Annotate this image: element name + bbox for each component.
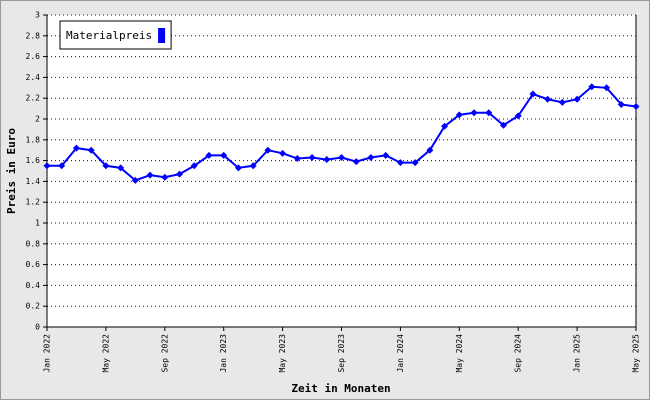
y-tick-label: 0 [35, 323, 40, 332]
marker [308, 153, 316, 161]
marker [367, 153, 375, 161]
x-tick-label: May 2025 [632, 334, 641, 373]
marker [279, 149, 287, 157]
marker [558, 98, 566, 106]
y-tick-label: 3 [35, 11, 40, 20]
marker [632, 103, 640, 111]
marker [58, 162, 66, 170]
marker [190, 162, 198, 170]
marker [485, 109, 493, 117]
marker [603, 84, 611, 92]
marker [441, 122, 449, 130]
y-tick-label: 1.6 [26, 156, 41, 165]
legend-box [59, 20, 172, 50]
y-tick-label: 1.2 [26, 198, 41, 207]
marker [514, 112, 522, 120]
marker [176, 170, 184, 178]
marker [146, 171, 154, 179]
x-tick-label: Jan 2023 [219, 334, 228, 373]
y-tick-label: 1.8 [26, 135, 41, 144]
marker [102, 162, 110, 170]
marker [205, 151, 213, 159]
marker [588, 83, 596, 91]
y-tick-label: 2.6 [26, 52, 41, 61]
marker [249, 162, 257, 170]
legend-label: Materialpreis [66, 29, 152, 42]
marker [161, 173, 169, 181]
x-tick-label: May 2023 [278, 334, 287, 373]
marker [131, 176, 139, 184]
marker [544, 95, 552, 103]
y-tick-label: 2.8 [26, 31, 41, 40]
marker [234, 164, 242, 172]
y-tick-label: 2 [35, 115, 40, 124]
marker [396, 159, 404, 167]
marker [352, 158, 360, 166]
marker [72, 144, 80, 152]
x-tick-label: Sep 2022 [160, 334, 169, 373]
marker [220, 151, 228, 159]
y-tick-label: 0.8 [26, 239, 41, 248]
y-tick-label: 0.6 [26, 260, 41, 269]
y-tick-label: 1.4 [26, 177, 41, 186]
plot-area [47, 15, 636, 327]
marker [499, 121, 507, 129]
marker [338, 153, 345, 161]
y-tick-label: 1 [35, 219, 40, 228]
marker [573, 95, 581, 103]
x-tick-label: Sep 2023 [337, 334, 346, 373]
marker [43, 162, 51, 170]
x-tick-label: Sep 2024 [514, 334, 523, 373]
marker [382, 151, 390, 159]
x-tick-label: May 2024 [455, 334, 464, 373]
legend-swatch [158, 28, 166, 43]
marker [264, 146, 272, 154]
marker [455, 111, 463, 119]
y-axis-title: Preis in Euro [5, 128, 18, 214]
marker [470, 109, 478, 117]
y-tick-label: 0.4 [26, 281, 41, 290]
x-tick-label: Jan 2025 [573, 334, 582, 373]
marker [87, 146, 95, 154]
legend: Materialpreis [59, 20, 172, 50]
marker [323, 156, 331, 164]
x-tick-label: Jan 2022 [43, 334, 52, 373]
marker [411, 159, 419, 167]
y-tick-label: 0.2 [26, 302, 41, 311]
x-tick-label: May 2022 [101, 334, 110, 373]
marker [426, 146, 434, 154]
marker [293, 155, 301, 163]
marker [617, 100, 625, 108]
marker [117, 164, 125, 172]
x-axis-title: Zeit in Monaten [291, 382, 390, 395]
y-tick-label: 2.2 [26, 94, 41, 103]
y-tick-label: 2.4 [26, 73, 41, 82]
x-tick-label: Jan 2024 [396, 334, 405, 373]
marker [529, 90, 537, 98]
